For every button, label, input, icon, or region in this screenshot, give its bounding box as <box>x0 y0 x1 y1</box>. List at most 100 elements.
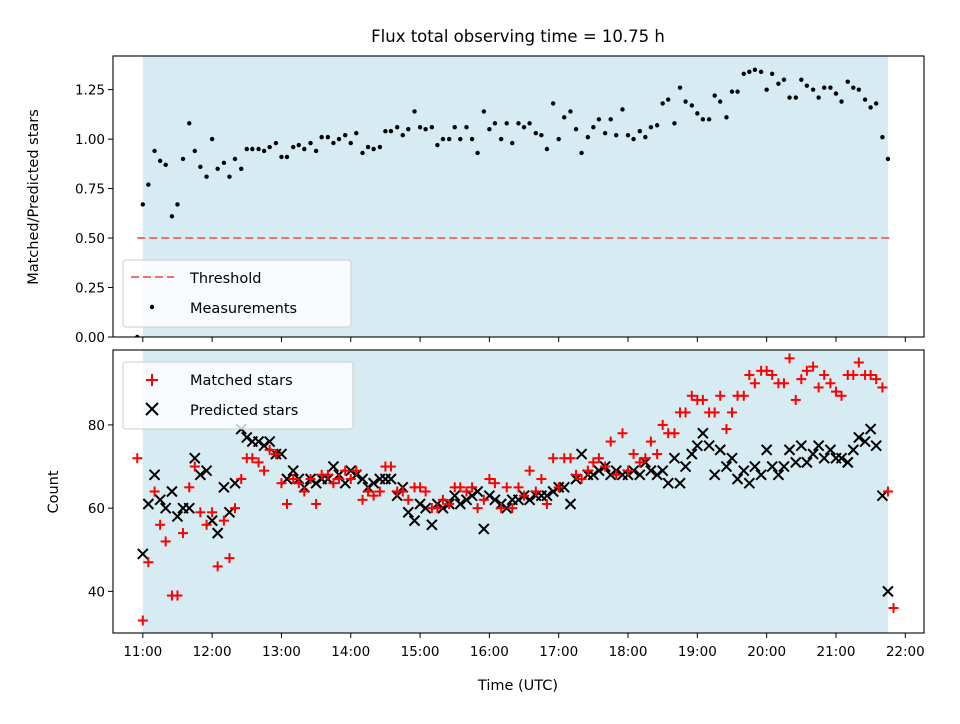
measurement-point <box>862 97 868 102</box>
top-legend: Threshold Measurements <box>122 259 352 328</box>
predicted-star-point <box>790 456 802 469</box>
measurement-point <box>435 142 440 148</box>
legend-measurements-label: Measurements <box>190 301 297 317</box>
matched-star-point <box>178 528 189 539</box>
predicted-star-point <box>148 469 161 481</box>
measurement-point <box>868 105 873 110</box>
matched-star-point <box>784 353 795 364</box>
matched-star-point <box>253 457 264 468</box>
legend-matched-swatch <box>146 374 158 386</box>
predicted-star-point <box>783 444 796 456</box>
predicted-star-point <box>200 464 213 477</box>
matched-star-point <box>143 557 154 568</box>
predicted-star-point <box>454 498 466 510</box>
measurement-point <box>452 125 457 130</box>
measurement-point <box>816 95 821 100</box>
matched-star-point <box>796 374 807 385</box>
matched-star-point <box>853 357 864 368</box>
matched-star-point <box>686 390 697 401</box>
legend-predicted-swatch <box>145 402 159 416</box>
predicted-star-point <box>662 477 674 489</box>
measurement-point <box>799 77 804 82</box>
matched-star-point <box>657 419 668 430</box>
predicted-star-point <box>575 448 588 460</box>
matched-star-point <box>738 390 749 401</box>
measurement-point <box>140 202 146 207</box>
top-y-axis-label: Matched/Predicted stars <box>26 109 42 285</box>
predicted-star-point <box>142 498 155 510</box>
matched-star-point <box>420 486 431 497</box>
bottom-legend: Matched stars Predicted stars <box>122 361 354 430</box>
measurement-point <box>550 101 556 106</box>
measurement-point <box>354 130 359 136</box>
matched-star-point <box>645 436 656 447</box>
legend-matched-label: Matched stars <box>190 373 293 389</box>
measurement-point <box>781 77 787 82</box>
matched-star-point <box>576 474 587 485</box>
x-tick-label: 18:00 <box>609 644 648 660</box>
predicted-star-point <box>714 444 726 456</box>
predicted-star-point <box>183 502 195 514</box>
measurement-point <box>198 164 203 170</box>
predicted-star-point <box>558 481 570 494</box>
matched-star-point <box>385 461 396 472</box>
matched-star-point <box>137 615 148 626</box>
measurement-point <box>204 174 209 179</box>
measurement-point <box>666 97 671 102</box>
predicted-star-point <box>738 464 750 477</box>
matched-star-point <box>801 365 812 376</box>
measurement-point <box>544 146 550 152</box>
measurement-point <box>828 85 833 90</box>
predicted-star-point <box>726 452 738 464</box>
measurement-point <box>284 154 290 160</box>
matched-star-point <box>582 465 593 476</box>
measurement-point <box>308 140 313 146</box>
matched-star-point <box>345 474 356 485</box>
predicted-star-point <box>835 452 848 464</box>
measurement-point <box>279 154 284 160</box>
measurement-point <box>492 121 498 126</box>
matched-star-point <box>808 361 819 372</box>
measurement-point <box>747 69 752 75</box>
predicted-star-point <box>171 510 184 523</box>
y-tick-label: 0.25 <box>75 281 105 297</box>
measurement-point <box>562 115 567 120</box>
x-tick-label: 20:00 <box>747 644 786 660</box>
matched-star-point <box>207 507 218 518</box>
measurement-point <box>741 71 746 77</box>
matched-star-point <box>767 369 778 380</box>
measurement-point <box>429 125 435 130</box>
measurement-point <box>423 127 428 132</box>
predicted-star-point <box>645 464 657 477</box>
matched-star-point <box>600 461 611 472</box>
measurement-point <box>377 144 383 150</box>
matched-star-point <box>281 498 292 509</box>
x-tick-label: 16:00 <box>470 644 509 660</box>
predicted-star-point <box>691 440 704 452</box>
matched-star-point <box>871 374 882 385</box>
predicted-star-point <box>166 485 178 498</box>
measurement-point <box>521 125 527 130</box>
bottom-axes-frame <box>112 349 925 634</box>
matched-star-point <box>155 519 166 530</box>
matched-star-point <box>536 474 547 485</box>
matched-star-point <box>611 469 622 480</box>
measurement-point <box>856 87 862 92</box>
predicted-star-point <box>760 444 773 456</box>
measurement-point <box>365 144 371 150</box>
matched-star-point <box>467 482 478 493</box>
matched-star-point <box>877 382 888 393</box>
matched-star-point <box>484 474 495 485</box>
matched-star-point <box>617 428 628 439</box>
measurement-point <box>256 146 261 152</box>
matched-star-point <box>778 378 789 389</box>
predicted-star-point <box>818 452 830 464</box>
predicted-star-point <box>720 460 733 473</box>
predicted-star-point <box>218 481 230 494</box>
y-tick-label: 0.50 <box>75 231 105 247</box>
predicted-star-point <box>367 477 380 489</box>
predicted-star-point <box>327 460 340 473</box>
x-tick-label: 14:00 <box>331 644 370 660</box>
matched-star-point <box>363 486 374 497</box>
measurement-point <box>221 160 227 166</box>
